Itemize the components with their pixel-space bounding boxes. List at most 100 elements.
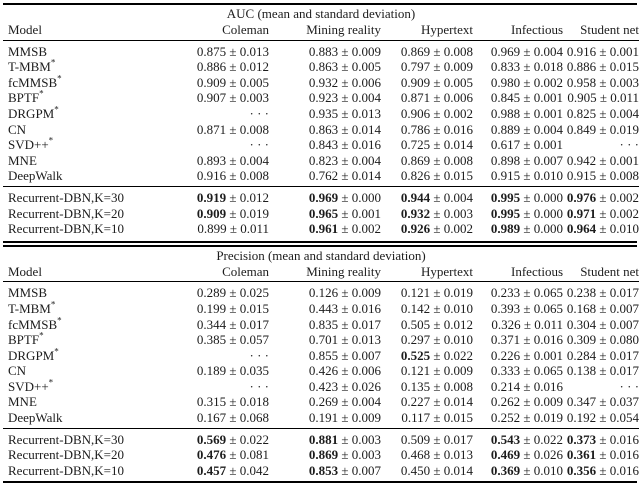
mean-value: 0.192 (566, 410, 597, 426)
model-name: T-MBM* (8, 59, 56, 75)
table-row: DRGPM* · · · 0.935 ± 0.013 0.906 ± 0.002 0.9… (3, 106, 639, 122)
table-title: AUC (mean and standard deviation) (226, 6, 416, 21)
value-cell: 0.252 ± 0.019 (473, 410, 563, 429)
mean-value: 0.871 (196, 121, 227, 137)
value-cell: 0.347 ± 0.037 (566, 394, 640, 410)
column-header-model: Model (3, 263, 151, 283)
value-cell: 0.995 ± 0.000 (490, 205, 563, 221)
table-row: DeepWalk 0.167 ± 0.068 0.191 ± 0.009 0.117 … (3, 410, 640, 429)
value-cell: 0.476 ± 0.081 (196, 447, 269, 463)
value-cell: 0.915 ± 0.010 (473, 168, 563, 187)
mean-value: 0.863 (308, 59, 339, 75)
mean-value: 0.117 (401, 410, 431, 426)
mean-value: 0.262 (490, 394, 521, 410)
mean-value: 0.969 (490, 43, 521, 59)
column-header-hypertext: Hypertext (381, 263, 473, 283)
table-row: BPTF* 0.907 ± 0.003 0.923 ± 0.004 0.871 ± 0… (3, 90, 639, 106)
model-name: Recurrent-DBN,K=20 (8, 205, 124, 221)
mean-value: 0.845 (490, 90, 521, 106)
value-cell: 0.168 ± 0.007 (566, 300, 640, 316)
mean-value: 0.961 (308, 221, 339, 237)
column-header-mining-reality: Mining reality (269, 22, 381, 41)
value-cell: 0.898 ± 0.007 (490, 152, 563, 168)
model-name: SVD++* (8, 378, 54, 394)
mean-value: 0.942 (566, 152, 597, 168)
table-separator-double-rule (3, 240, 637, 247)
mean-value: 0.361 (566, 447, 597, 463)
mean-value: 0.976 (566, 189, 597, 205)
model-asterisk: * (39, 332, 44, 341)
mean-value: 0.762 (308, 168, 339, 184)
model-name: BPTF* (8, 90, 44, 106)
mean-value: 0.899 (197, 221, 227, 237)
mean-value: 0.881 (308, 431, 339, 447)
value-cell: 0.826 ± 0.015 (381, 168, 473, 187)
model-name: Recurrent-DBN,K=10 (8, 462, 124, 478)
value-cell: 0.915 ± 0.008 (563, 168, 640, 187)
model-asterisk: * (39, 90, 44, 100)
mean-value: 0.823 (308, 152, 339, 168)
value-cell: 0.899 ± 0.011 (197, 221, 269, 237)
value-cell: 0.450 ± 0.014 (400, 462, 473, 478)
precision-header-row: Model Coleman Mining reality Hypertext Infec… (3, 263, 640, 283)
mean-value: 0.569 (196, 431, 227, 447)
mean-value: 0.199 (196, 300, 227, 316)
table-row: Recurrent-DBN,K=20 0.476 ± 0.081 0.869 ± 0… (3, 447, 639, 463)
value-cell: 0.964 ± 0.010 (566, 221, 640, 237)
mean-value: 0.916 (196, 168, 227, 184)
mean-value: 0.898 (490, 152, 521, 168)
value-cell: 0.871 ± 0.006 (400, 90, 473, 106)
column-header-infectious: Infectious (473, 22, 563, 41)
mean-value: 0.919 (196, 189, 227, 205)
value-cell: 0.393 ± 0.065 (490, 300, 563, 316)
value-cell: 0.825 ± 0.004 (566, 105, 640, 121)
mean-value: 0.167 (196, 410, 227, 426)
mean-value: 0.909 (400, 74, 431, 90)
mean-value: 0.252 (490, 410, 521, 426)
model-name: Recurrent-DBN,K=10 (8, 221, 124, 237)
value-cell: 0.356 ± 0.016 (566, 462, 640, 478)
value-cell: 0.942 ± 0.001 (566, 152, 640, 168)
mean-value: 0.333 (490, 363, 521, 379)
value-cell: 0.923 ± 0.004 (308, 90, 381, 106)
mean-value: 0.168 (566, 300, 597, 316)
mean-value: 0.889 (490, 121, 521, 137)
value-cell: 0.304 ± 0.007 (566, 316, 640, 332)
value-cell: 0.371 ± 0.016 (490, 332, 563, 348)
value-cell: 0.871 ± 0.008 (196, 121, 269, 137)
value-cell: 0.786 ± 0.016 (400, 121, 473, 137)
column-header-student-net: Student net (563, 22, 640, 41)
mean-value: 0.347 (566, 394, 597, 410)
column-header-coleman: Coleman (151, 22, 269, 41)
table-row: fcMMSB* 0.344 ± 0.017 0.835 ± 0.017 0.505 ±… (3, 317, 639, 333)
column-header-infectious: Infectious (473, 263, 563, 283)
value-cell: 0.121 ± 0.009 (400, 363, 473, 379)
auc-title-row: AUC (mean and standard deviation) (3, 5, 639, 22)
mean-value: 0.915 (490, 168, 521, 184)
value-cell: 0.889 ± 0.004 (490, 121, 563, 137)
model-asterisk: * (48, 137, 54, 146)
table-row: MNE 0.893 ± 0.004 0.823 ± 0.004 0.869 ± 0.0… (3, 153, 639, 169)
model-asterisk: * (54, 347, 59, 357)
value-cell: 0.289 ± 0.025 (196, 285, 269, 301)
value-cell: 0.935 ± 0.013 (308, 105, 381, 121)
model-name: fcMMSB* (8, 316, 62, 332)
table-row: Recurrent-DBN,K=20 0.909 ± 0.019 0.965 ± 0… (3, 206, 639, 222)
value-cell: 0.117 ± 0.015 (381, 410, 473, 429)
table-row: DeepWalk 0.916 ± 0.008 0.762 ± 0.014 0.826 … (3, 168, 640, 187)
value-cell: 0.958 ± 0.003 (566, 74, 640, 90)
value-cell: 0.869 ± 0.008 (400, 152, 473, 168)
mean-value: 0.907 (196, 90, 227, 106)
value-cell: 0.833 ± 0.018 (490, 59, 563, 75)
value-cell: 0.909 ± 0.005 (196, 74, 269, 90)
mean-value: 0.371 (490, 332, 521, 348)
value-cell: 0.971 ± 0.002 (566, 205, 640, 221)
mean-value: 0.869 (308, 447, 339, 463)
mean-value: 0.886 (566, 59, 597, 75)
precision-recurrent-dbn-rows: Recurrent-DBN,K=30 0.569 ± 0.022 0.881 ± 0… (3, 428, 639, 480)
value-cell: 0.192 ± 0.054 (563, 410, 640, 429)
mean-value: 0.869 (400, 152, 431, 168)
table-row: fcMMSB* 0.909 ± 0.005 0.932 ± 0.006 0.909 ±… (3, 75, 639, 91)
value-cell: 0.969 ± 0.000 (308, 189, 381, 205)
table-row: SVD++* · · · 0.423 ± 0.026 0.135 ± 0.008 0.2… (3, 379, 639, 395)
